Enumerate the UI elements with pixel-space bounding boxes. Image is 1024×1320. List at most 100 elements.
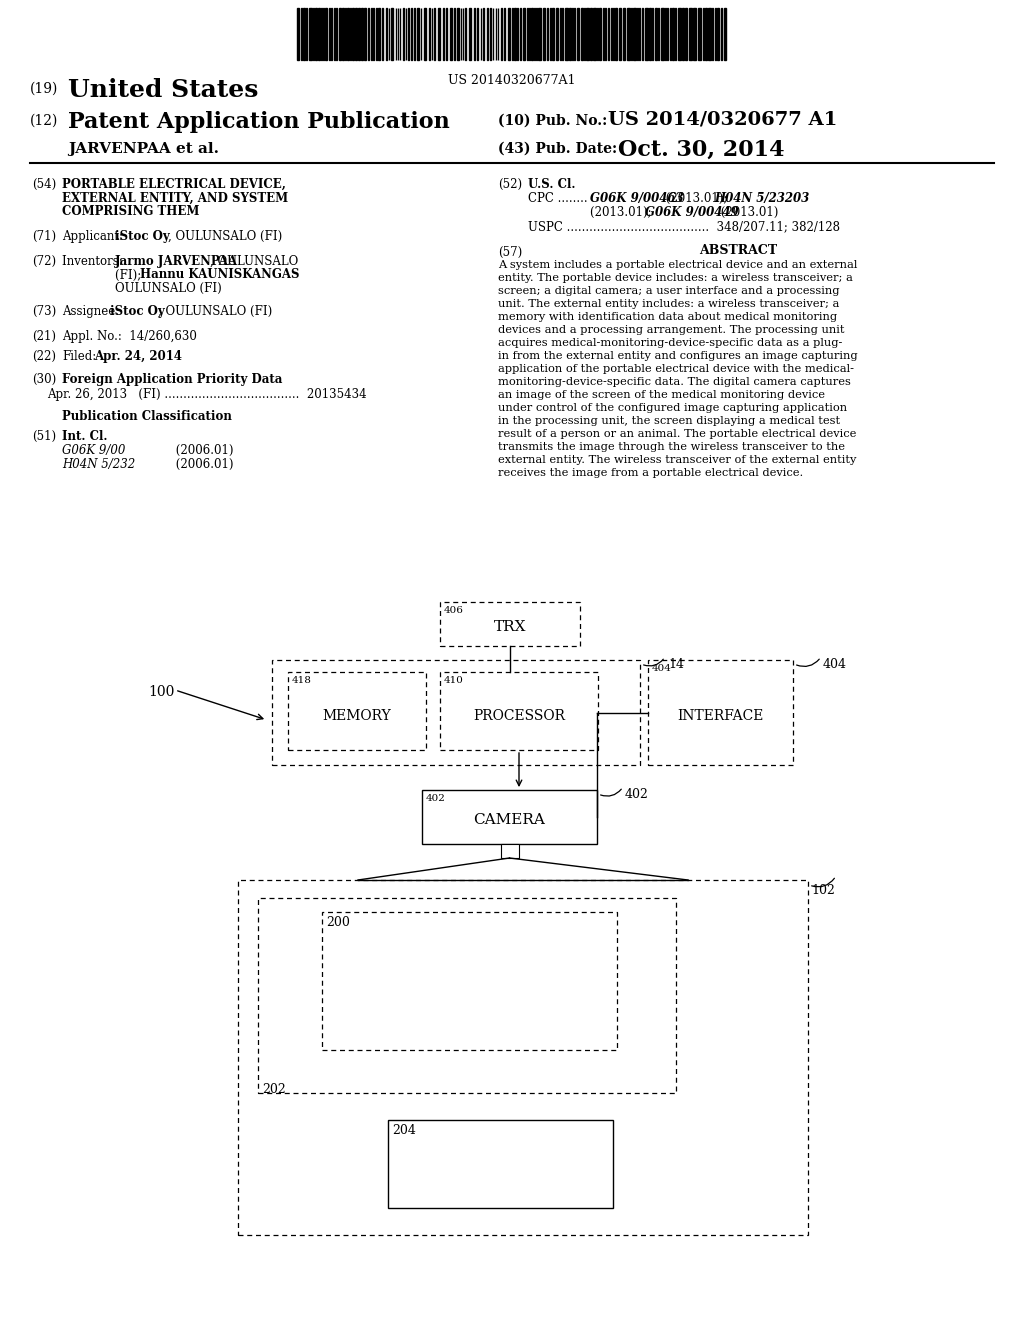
Bar bbox=[539, 8, 541, 59]
Text: Jarmo JARVENPAA: Jarmo JARVENPAA bbox=[115, 255, 238, 268]
Text: entity. The portable device includes: a wireless transceiver; a: entity. The portable device includes: a … bbox=[498, 273, 853, 282]
Text: (51): (51) bbox=[32, 430, 56, 444]
Bar bbox=[309, 8, 311, 59]
Bar bbox=[417, 8, 420, 59]
Bar bbox=[578, 8, 579, 59]
Bar bbox=[590, 8, 592, 59]
Text: 406: 406 bbox=[444, 606, 464, 615]
Text: in from the external entity and configures an image capturing: in from the external entity and configur… bbox=[498, 351, 858, 360]
Bar bbox=[717, 8, 719, 59]
Text: (12): (12) bbox=[30, 114, 58, 128]
Bar bbox=[531, 8, 534, 59]
Bar bbox=[272, 660, 640, 766]
Bar bbox=[457, 8, 460, 59]
Text: receives the image from a portable electrical device.: receives the image from a portable elect… bbox=[498, 469, 803, 478]
Text: OULUNSALO (FI): OULUNSALO (FI) bbox=[115, 282, 222, 294]
Text: (2013.01);: (2013.01); bbox=[590, 206, 655, 219]
Text: , OULUNSALO: , OULUNSALO bbox=[210, 255, 298, 268]
Text: Appl. No.:  14/260,630: Appl. No.: 14/260,630 bbox=[62, 330, 197, 343]
Text: an image of the screen of the medical monitoring device: an image of the screen of the medical mo… bbox=[498, 389, 825, 400]
Text: application of the portable electrical device with the medical-: application of the portable electrical d… bbox=[498, 364, 854, 374]
Text: (19): (19) bbox=[30, 82, 58, 96]
Bar bbox=[698, 8, 700, 59]
Bar bbox=[434, 8, 435, 59]
Bar bbox=[258, 898, 676, 1093]
Bar bbox=[408, 8, 410, 59]
Text: (21): (21) bbox=[32, 330, 56, 343]
Text: H04N 5/232: H04N 5/232 bbox=[62, 458, 135, 471]
Bar bbox=[469, 8, 471, 59]
Text: (30): (30) bbox=[32, 374, 56, 385]
Text: Patent Application Publication: Patent Application Publication bbox=[68, 111, 450, 133]
Bar bbox=[440, 602, 580, 645]
Text: 404: 404 bbox=[652, 664, 672, 673]
Bar bbox=[655, 8, 656, 59]
Bar bbox=[569, 8, 571, 59]
Text: result of a person or an animal. The portable electrical device: result of a person or an animal. The por… bbox=[498, 429, 856, 440]
Text: US 20140320677A1: US 20140320677A1 bbox=[449, 74, 575, 87]
Text: (71): (71) bbox=[32, 230, 56, 243]
Text: 202: 202 bbox=[262, 1082, 286, 1096]
Bar bbox=[414, 8, 416, 59]
Text: (2006.01): (2006.01) bbox=[142, 444, 233, 457]
Text: (FI);: (FI); bbox=[115, 268, 145, 281]
Text: USPC ......................................  348/207.11; 382/128: USPC ...................................… bbox=[528, 220, 840, 234]
Bar bbox=[422, 789, 597, 843]
Bar bbox=[402, 8, 404, 59]
Text: (72): (72) bbox=[32, 255, 56, 268]
Bar bbox=[322, 912, 617, 1049]
Text: (57): (57) bbox=[498, 246, 522, 259]
Text: external entity. The wireless transceiver of the external entity: external entity. The wireless transceive… bbox=[498, 455, 856, 465]
Text: (52): (52) bbox=[498, 178, 522, 191]
Text: CPC ........: CPC ........ bbox=[528, 191, 588, 205]
Bar bbox=[454, 8, 456, 59]
Bar bbox=[411, 8, 413, 59]
Bar bbox=[649, 8, 651, 59]
Bar bbox=[238, 880, 808, 1236]
Bar bbox=[388, 1119, 613, 1208]
Bar bbox=[724, 8, 726, 59]
Bar bbox=[476, 8, 478, 59]
Bar bbox=[360, 8, 362, 59]
Bar bbox=[297, 8, 299, 59]
Bar bbox=[473, 8, 475, 59]
Text: , OULUNSALO (FI): , OULUNSALO (FI) bbox=[168, 230, 283, 243]
Bar bbox=[288, 672, 426, 750]
Bar bbox=[386, 8, 387, 59]
Bar bbox=[317, 8, 319, 59]
Bar bbox=[347, 8, 348, 59]
Bar bbox=[693, 8, 695, 59]
Text: (43) Pub. Date:: (43) Pub. Date: bbox=[498, 143, 617, 156]
Text: transmits the image through the wireless transceiver to the: transmits the image through the wireless… bbox=[498, 442, 845, 451]
Text: 204: 204 bbox=[392, 1125, 416, 1137]
Text: MEMORY: MEMORY bbox=[323, 709, 391, 723]
Bar bbox=[352, 8, 353, 59]
Text: (73): (73) bbox=[32, 305, 56, 318]
Bar bbox=[672, 8, 674, 59]
Text: (22): (22) bbox=[32, 350, 56, 363]
Bar bbox=[357, 8, 359, 59]
Text: EXTERNAL ENTITY, AND SYSTEM: EXTERNAL ENTITY, AND SYSTEM bbox=[62, 191, 288, 205]
Text: iStoc Oy: iStoc Oy bbox=[115, 230, 170, 243]
Bar bbox=[662, 8, 664, 59]
Bar bbox=[628, 8, 630, 59]
Bar bbox=[342, 8, 344, 59]
Bar bbox=[482, 8, 484, 59]
Text: 410: 410 bbox=[444, 676, 464, 685]
Text: 100: 100 bbox=[148, 685, 174, 700]
Text: Inventors:: Inventors: bbox=[62, 255, 127, 268]
Bar bbox=[682, 8, 684, 59]
Text: 14: 14 bbox=[668, 657, 684, 671]
Text: Foreign Application Priority Data: Foreign Application Priority Data bbox=[62, 374, 283, 385]
Text: iStoc Oy: iStoc Oy bbox=[110, 305, 165, 318]
Text: unit. The external entity includes: a wireless transceiver; a: unit. The external entity includes: a wi… bbox=[498, 300, 840, 309]
Text: PROCESSOR: PROCESSOR bbox=[473, 709, 565, 723]
Text: A system includes a portable electrical device and an external: A system includes a portable electrical … bbox=[498, 260, 857, 271]
Bar bbox=[378, 8, 380, 59]
Text: monitoring-device-specific data. The digital camera captures: monitoring-device-specific data. The dig… bbox=[498, 378, 851, 387]
Bar bbox=[442, 8, 444, 59]
Bar bbox=[706, 8, 707, 59]
Bar bbox=[504, 8, 505, 59]
Text: 200: 200 bbox=[326, 916, 350, 929]
Bar bbox=[624, 8, 625, 59]
